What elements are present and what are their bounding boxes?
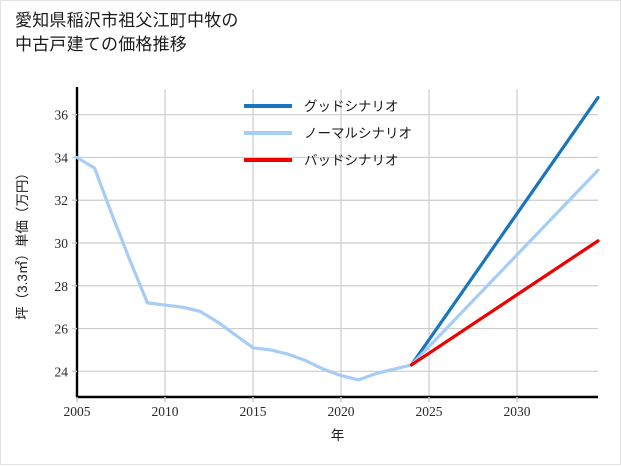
y-tick-label: 36 bbox=[55, 108, 69, 123]
y-tick-label: 28 bbox=[55, 279, 69, 294]
axis-tick-labels: 24 26 28 30 32 34 36 2005 2010 2015 2020 2025 2030 bbox=[55, 108, 531, 419]
y-tick-label: 34 bbox=[55, 150, 69, 165]
y-tick-label: 32 bbox=[55, 193, 69, 208]
x-tick-label: 2015 bbox=[240, 404, 267, 419]
axis-lines bbox=[75, 87, 598, 399]
legend-label: グッドシナリオ bbox=[304, 99, 399, 114]
series-line-グッドシナリオ bbox=[409, 95, 600, 367]
y-tick-label: 26 bbox=[55, 322, 69, 337]
x-tick-label: 2020 bbox=[328, 404, 355, 419]
series-line-history bbox=[75, 155, 414, 382]
y-tick-label: 24 bbox=[55, 364, 69, 379]
x-axis-title: 年 bbox=[331, 428, 345, 443]
y-tick-label: 30 bbox=[55, 236, 69, 251]
series-line-ノーマルシナリオ bbox=[409, 168, 600, 367]
data-series bbox=[75, 95, 600, 382]
axis-titles: 年 坪（3.3㎡）単価（万円） bbox=[15, 166, 344, 443]
legend-label: バッドシナリオ bbox=[304, 153, 399, 168]
legend-label: ノーマルシナリオ bbox=[304, 126, 412, 141]
series-line-バッドシナリオ bbox=[409, 239, 600, 367]
y-axis-title: 坪（3.3㎡）単価（万円） bbox=[15, 166, 30, 320]
x-tick-label: 2025 bbox=[416, 404, 443, 419]
x-tick-label: 2005 bbox=[64, 404, 91, 419]
x-tick-label: 2030 bbox=[504, 404, 531, 419]
axis-ticks bbox=[72, 113, 518, 402]
page-title: 愛知県稲沢市祖父江町中牧の 中古戸建ての価格推移 bbox=[15, 11, 239, 55]
x-tick-label: 2010 bbox=[152, 404, 179, 419]
